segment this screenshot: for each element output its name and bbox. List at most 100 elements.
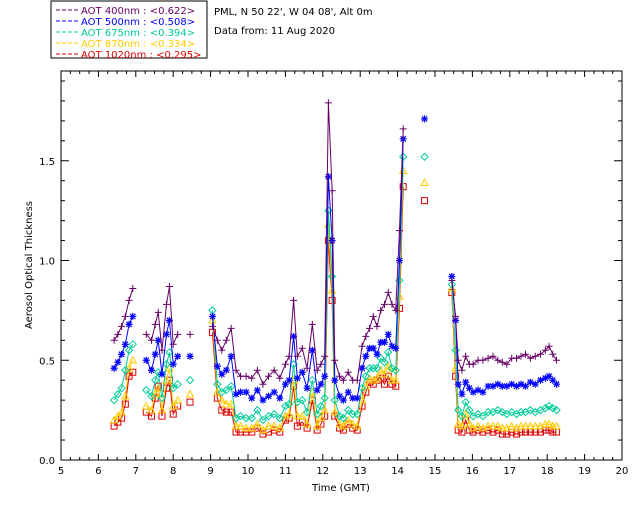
data-point-plus — [328, 187, 336, 195]
data-point-asterisk — [381, 338, 389, 346]
data-point-plus — [549, 350, 557, 358]
data-point-plus — [362, 332, 370, 340]
data-point-asterisk — [541, 374, 549, 382]
data-point-square — [218, 406, 226, 414]
data-point-plus — [392, 306, 400, 314]
data-point-plus — [281, 360, 289, 368]
data-point-triangle — [488, 421, 498, 430]
data-point-triangle — [339, 421, 348, 430]
data-point-asterisk — [298, 368, 306, 376]
data-point-triangle — [281, 411, 290, 420]
data-point-diamond — [548, 403, 558, 413]
data-point-diamond — [357, 383, 367, 393]
data-point-triangle — [516, 421, 526, 430]
data-point-plus — [454, 356, 462, 364]
series-layer — [109, 99, 561, 438]
data-point-square — [353, 426, 361, 434]
data-point-plus — [494, 356, 502, 364]
data-point-triangle — [507, 421, 517, 430]
data-point-plus — [503, 360, 511, 368]
data-point-asterisk — [358, 364, 366, 372]
data-point-plus — [308, 320, 316, 328]
data-point-diamond — [391, 366, 400, 375]
data-point-diamond — [302, 407, 312, 417]
data-point-diamond — [121, 366, 130, 375]
data-point-triangle — [380, 369, 389, 378]
data-point-triangle — [173, 395, 183, 404]
data-point-diamond — [552, 405, 561, 415]
data-point-asterisk — [545, 372, 553, 380]
data-point-triangle — [391, 375, 401, 384]
data-point-asterisk — [366, 344, 374, 352]
series-line — [211, 170, 404, 431]
data-point-plus — [222, 336, 230, 344]
data-point-diamond — [344, 405, 353, 415]
x-tick-label: 18 — [541, 466, 554, 477]
data-point-asterisk — [494, 380, 502, 388]
data-point-plus — [484, 354, 492, 362]
data-point-plus — [517, 352, 525, 360]
data-point-square — [349, 424, 357, 432]
data-point-asterisk — [353, 394, 361, 402]
data-point-plus — [169, 340, 177, 348]
data-point-diamond — [380, 358, 389, 367]
data-point-plus — [253, 366, 261, 374]
data-point-diamond — [109, 395, 119, 405]
data-point-diamond — [275, 413, 284, 423]
data-point-triangle — [241, 423, 251, 432]
data-point-plus — [498, 358, 506, 366]
data-point-plus — [129, 284, 137, 292]
data-point-triangle — [368, 375, 378, 384]
data-point-plus — [248, 374, 256, 382]
series-group — [109, 152, 561, 425]
data-point-square — [125, 372, 133, 380]
data-point-asterisk — [339, 396, 347, 404]
data-point-diamond — [384, 348, 393, 357]
data-point-asterisk — [248, 394, 256, 402]
legend-label: AOT 870nm : <0.334> — [81, 39, 195, 50]
data-point-plus — [373, 322, 381, 330]
data-point-plus — [479, 356, 487, 364]
x-tick-label: 9 — [207, 466, 213, 477]
data-point-plus — [213, 336, 221, 344]
data-point-asterisk — [154, 336, 162, 344]
data-point-triangle — [473, 421, 483, 430]
data-point-plus — [324, 99, 332, 107]
data-point-asterisk — [553, 380, 561, 388]
data-point-asterisk — [395, 257, 403, 265]
legend-label: AOT 1020nm : <0.295> — [81, 50, 201, 61]
data-point-triangle — [297, 411, 307, 420]
data-point-asterisk — [479, 388, 487, 396]
data-point-plus — [321, 352, 329, 360]
data-point-asterisk — [458, 390, 466, 398]
x-tick-label: 19 — [578, 466, 591, 477]
y-tick-label: 1.5 — [39, 157, 55, 168]
data-point-triangle — [117, 407, 126, 416]
data-point-plus — [285, 352, 293, 360]
data-point-diamond — [461, 397, 470, 407]
data-point-plus — [125, 296, 133, 304]
data-point-asterisk — [151, 350, 159, 358]
data-point-diamond — [507, 407, 516, 417]
data-point-asterisk — [303, 384, 311, 392]
legend-label: AOT 500nm : <0.508> — [81, 17, 195, 28]
data-point-plus — [536, 350, 544, 358]
data-point-diamond — [151, 375, 160, 385]
data-point-plus — [344, 368, 352, 376]
data-point-diamond — [236, 411, 245, 421]
data-point-triangle — [150, 389, 160, 398]
x-tick-label: 11 — [279, 466, 292, 477]
data-point-plus — [399, 125, 407, 133]
data-point-triangle — [320, 405, 330, 414]
data-point-plus — [522, 350, 530, 358]
data-point-diamond — [316, 401, 326, 411]
data-point-square — [494, 426, 502, 434]
data-point-diamond — [247, 413, 256, 423]
data-point-plus — [162, 300, 170, 308]
data-point-triangle — [221, 399, 231, 408]
data-point-square — [388, 380, 396, 388]
data-point-asterisk — [129, 312, 137, 320]
data-point-asterisk — [321, 372, 329, 380]
data-point-square — [303, 424, 311, 432]
series-group — [110, 115, 561, 404]
